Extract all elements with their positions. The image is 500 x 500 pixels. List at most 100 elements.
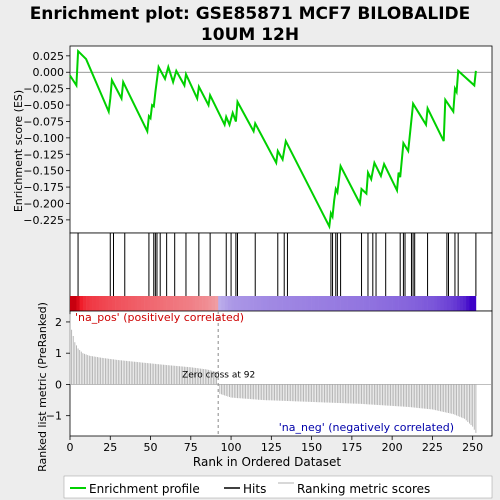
rank-color-cell (86, 296, 90, 311)
metric-y-tick-label: 2 (55, 316, 62, 329)
es-y-tick-label: −0.175 (23, 181, 64, 194)
rank-color-cell (118, 296, 122, 311)
x-tick-label: 175 (341, 441, 362, 454)
rank-color-cell (214, 296, 219, 311)
es-y-tick-label: 0.000 (33, 66, 65, 79)
rank-color-cell (359, 296, 364, 311)
rank-color-cell (182, 296, 187, 311)
rank-color-cell (388, 296, 393, 311)
rank-color-cell (218, 296, 222, 311)
negative-group-label: 'na_neg' (negatively correlated) (279, 421, 454, 434)
rank-color-cell (169, 296, 174, 311)
rank-color-cell (70, 296, 74, 311)
rank-color-cell (314, 296, 319, 311)
es-y-tick-label: 0.025 (33, 50, 65, 63)
rank-color-cell (427, 296, 432, 311)
rank-color-cell (408, 296, 412, 311)
rank-color-cell (73, 296, 77, 311)
rank-color-cell (459, 296, 464, 311)
rank-color-cell (395, 296, 399, 311)
rank-color-cell (121, 296, 126, 311)
rank-color-cell (115, 296, 119, 311)
rank-color-cell (376, 296, 380, 311)
rank-color-cell (140, 296, 145, 311)
x-tick-label: 25 (103, 441, 117, 454)
rank-color-cell (289, 296, 293, 311)
rank-color-cell (211, 296, 216, 311)
es-y-tick-label: −0.025 (23, 83, 64, 96)
metric-plot-area (69, 310, 493, 437)
rank-color-cell (160, 296, 164, 311)
metric-axis-label: Ranked list metric (PreRanked) (36, 302, 49, 472)
rank-color-cell (463, 296, 467, 311)
rank-color-cell (330, 296, 335, 311)
rank-color-cell (124, 296, 129, 311)
es-y-tick-label: −0.200 (23, 197, 64, 210)
rank-color-cell (421, 296, 425, 311)
rank-color-cell (324, 296, 329, 311)
rank-color-cell (276, 296, 280, 311)
rank-color-cell (224, 296, 229, 311)
rank-color-cell (369, 296, 374, 311)
x-tick-label: 75 (184, 441, 198, 454)
rank-color-cell (205, 296, 209, 311)
rank-color-cell (195, 296, 200, 311)
rank-color-cell (234, 296, 238, 311)
enrichment-profile-line (69, 48, 477, 230)
enrichment-score-panel: 0.025 0.000 −0.025 −0.050 −0.075 −0.100 −0.125… (23, 45, 493, 234)
rank-color-cell (208, 296, 213, 311)
rank-color-cell (308, 296, 312, 311)
rank-color-cell (176, 296, 180, 311)
rank-color-cell (131, 296, 135, 311)
rank-color-cell (405, 296, 409, 311)
rank-color-cell (285, 296, 290, 311)
positive-group-label: 'na_pos' (positively correlated) (75, 311, 244, 324)
rank-color-cell (382, 296, 386, 311)
rank-color-cell (198, 296, 203, 311)
rank-color-cell (411, 296, 415, 311)
rank-color-cell (443, 296, 448, 311)
rank-color-cell (166, 296, 171, 311)
title-line-2: 10UM 12H (201, 25, 299, 45)
rank-color-cell (343, 296, 348, 311)
rank-color-cell (247, 296, 251, 311)
rank-color-cell (398, 296, 403, 311)
rank-color-cell (318, 296, 322, 311)
rank-color-cell (202, 296, 206, 311)
rank-color-cell (137, 296, 142, 311)
es-y-tick-label: −0.100 (23, 132, 64, 145)
rank-color-cell (153, 296, 158, 311)
rank-color-cell (385, 296, 390, 311)
rank-color-cell (440, 296, 444, 311)
rank-color-cell (105, 296, 109, 311)
x-tick-label: 100 (221, 441, 242, 454)
rank-color-cell (108, 296, 113, 311)
es-y-tick-label: −0.225 (23, 214, 64, 227)
rank-color-cell (127, 296, 132, 311)
rank-color-cell (134, 296, 138, 311)
rank-color-cell (305, 296, 309, 311)
x-tick-label: 0 (67, 441, 74, 454)
rank-color-cell (227, 296, 232, 311)
ranking-metric-panel: Zero cross at 92 'na_pos' (positively cor… (46, 310, 493, 454)
rank-color-cell (147, 296, 151, 311)
rank-color-cell (111, 296, 116, 311)
x-tick-label: 250 (462, 441, 483, 454)
rank-color-cell (256, 296, 261, 311)
rank-color-cell (311, 296, 316, 311)
legend-label-enrichment: Enrichment profile (89, 482, 200, 496)
rank-color-cell (269, 296, 274, 311)
rank-color-cell (430, 296, 435, 311)
rank-color-cell (173, 296, 177, 311)
rank-color-cell (434, 296, 438, 311)
rank-color-cell (350, 296, 354, 311)
rank-color-cell (179, 296, 184, 311)
rank-color-cell (298, 296, 303, 311)
es-y-tick-label: −0.050 (23, 99, 64, 112)
rank-color-cell (156, 296, 161, 311)
rank-color-cell (321, 296, 325, 311)
rank-color-cell (282, 296, 287, 311)
rank-color-cell (76, 296, 80, 311)
x-tick-label: 50 (144, 441, 158, 454)
